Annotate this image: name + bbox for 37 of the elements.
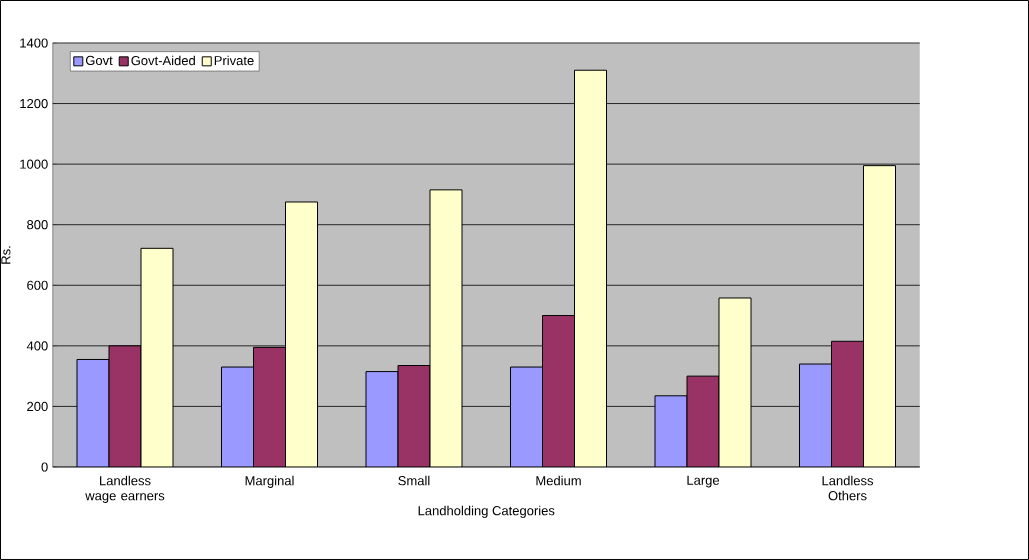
y-tick-label: 200 xyxy=(27,401,48,412)
bar xyxy=(365,371,399,467)
bar xyxy=(574,69,608,467)
bar xyxy=(718,297,752,467)
y-tick-label: 800 xyxy=(27,220,48,230)
bar xyxy=(542,315,576,467)
y-tick-label: 0 xyxy=(41,462,48,472)
x-axis-title: Landholding Categories xyxy=(418,505,555,518)
x-tick-label: Marginal xyxy=(245,475,294,488)
bar xyxy=(799,363,833,467)
bar xyxy=(253,346,287,467)
y-tick-label: 1400 xyxy=(20,38,48,48)
bar xyxy=(429,189,463,467)
bar xyxy=(686,375,720,467)
y-axis-title: Rs. xyxy=(1,246,11,264)
bar xyxy=(140,247,174,467)
y-tick-label: 600 xyxy=(27,280,48,290)
y-tick-label: 1200 xyxy=(20,98,48,109)
y-tick-label: 400 xyxy=(26,341,48,351)
y-tick-label: 1000 xyxy=(20,159,48,169)
bar xyxy=(654,395,688,467)
x-tick-label: Small xyxy=(398,475,430,486)
bar xyxy=(831,340,865,467)
x-tick-label: Landless Others xyxy=(822,475,874,501)
legend-label: Govt-Aided xyxy=(131,55,195,66)
bar xyxy=(285,201,319,467)
x-tick-label: Landless wage earners xyxy=(85,475,165,503)
legend-label: Govt xyxy=(85,55,113,66)
x-tick-label: Large xyxy=(687,475,720,488)
bar xyxy=(108,345,142,467)
bar xyxy=(221,366,255,467)
bar xyxy=(76,358,110,467)
bar xyxy=(397,365,431,467)
bar xyxy=(863,165,897,467)
bar xyxy=(510,366,544,467)
x-tick-label: Medium xyxy=(536,475,581,486)
legend-label: Private xyxy=(214,55,254,66)
